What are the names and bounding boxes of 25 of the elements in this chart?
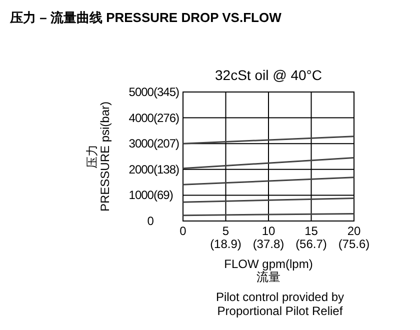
- x-tick-label: 20: [347, 224, 361, 238]
- x2-tick-label: (37.8): [252, 237, 284, 251]
- x-tick-label: 10: [262, 224, 276, 238]
- y2-tick-label: (69): [153, 188, 174, 202]
- y2-tick-label: (276): [153, 110, 180, 125]
- x2-tick-label: (56.7): [296, 237, 327, 251]
- x-tick-label: 15: [304, 224, 318, 238]
- y-tick-label: 5000: [128, 85, 154, 99]
- x-tick-label: 0: [180, 224, 187, 238]
- x2-tick-label: (18.9): [210, 237, 242, 251]
- chart-subtitle: 32cSt oil @ 40°C: [215, 67, 322, 83]
- y2-tick-label: (345): [153, 85, 180, 99]
- y-tick-label: 4000: [128, 110, 154, 125]
- y2-tick-label: (138): [153, 162, 180, 176]
- text: Pilot control provided by Proportional Pilot Relief: [216, 290, 344, 318]
- x-axis-title: FLOW gpm(lpm) 流量: [224, 257, 313, 284]
- y2-tick-label: (207): [153, 136, 180, 151]
- y-tick-label: 1000: [128, 188, 154, 202]
- y-tick-label: 3000: [128, 136, 154, 151]
- y-tick-label: 2000: [128, 162, 154, 176]
- y-axis-title: 压力 PRESSURE psi(bar): [85, 101, 112, 212]
- chart-title: 压力 – 流量曲线 PRESSURE DROP VS.FLOW: [9, 10, 282, 25]
- y-tick-label: 0: [147, 214, 154, 228]
- x-tick-label: 5: [222, 224, 230, 238]
- x2-tick-label: (75.6): [338, 237, 370, 251]
